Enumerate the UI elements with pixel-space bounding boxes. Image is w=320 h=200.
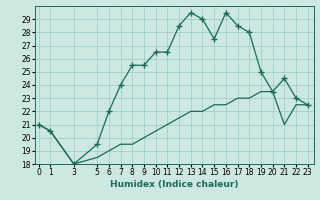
X-axis label: Humidex (Indice chaleur): Humidex (Indice chaleur) bbox=[110, 180, 239, 189]
